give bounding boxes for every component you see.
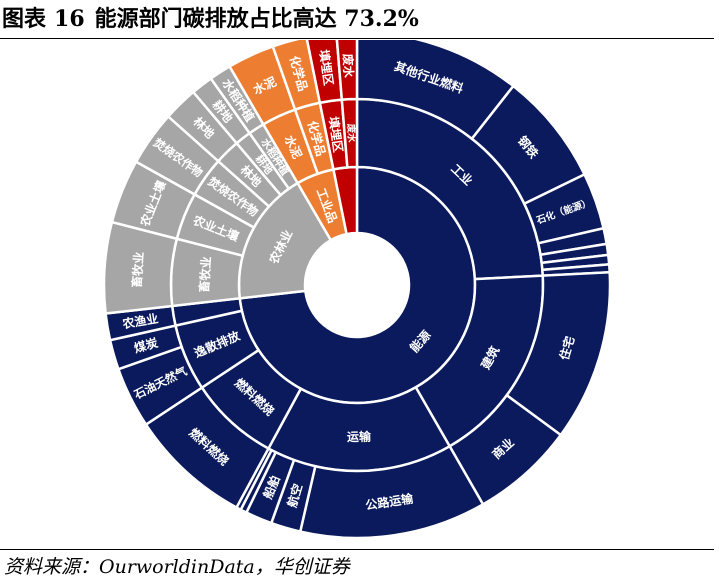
top-rule [0,38,714,39]
detail-label-废水: 废水 [341,53,357,79]
detail-label-畜牧业: 畜牧业 [129,251,146,288]
subsector-label-废水: 废水 [345,123,358,143]
detail-label-煤炭: 煤炭 [132,335,159,356]
source-note: 资料来源：OurworldinData，华创证券 [4,556,350,578]
detail-label-航空: 航空 [284,482,305,509]
detail-label-住宅: 住宅 [556,334,577,361]
detail-label-填埋区: 填埋区 [317,49,337,87]
figure-title-bar: 图表 16 能源部门碳排放占比高达 73.2% [2,2,714,36]
detail-label-公路运输: 公路运输 [364,490,415,512]
figure-number: 16 [54,6,85,32]
detail-label-农渔业: 农渔业 [120,311,159,332]
bottom-rule [0,549,714,550]
figure-label: 图表 [2,6,47,32]
figure-title: 能源部门碳排放占比高达 73.2% [94,6,419,32]
subsector-label-畜牧业: 畜牧业 [196,256,213,293]
subsector-label-填埋区: 填埋区 [326,116,346,154]
subsector-label-运输: 运输 [347,429,372,444]
detail-废水 [335,40,359,101]
